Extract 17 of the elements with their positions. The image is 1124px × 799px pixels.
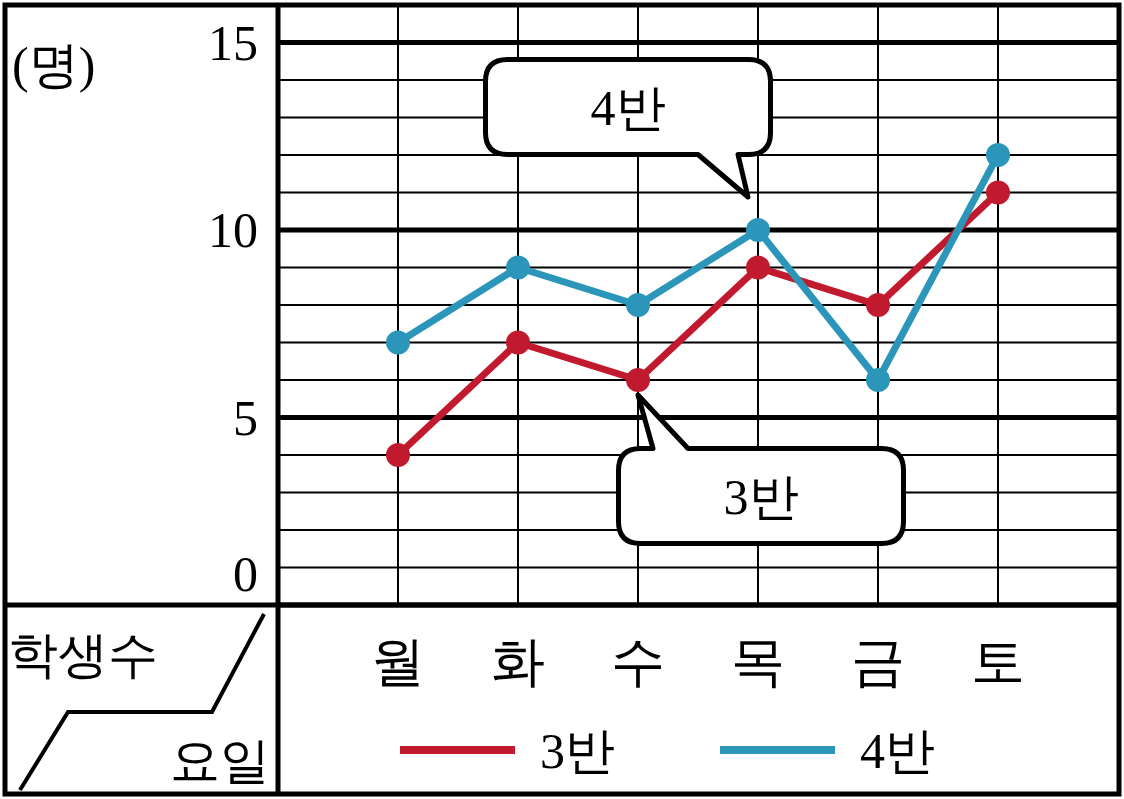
x-tick-label: 금	[851, 632, 905, 692]
legend-label: 3반	[540, 723, 615, 779]
annotation: 4반	[590, 80, 666, 136]
x-tick-label: 목	[731, 632, 785, 692]
x-axis-title: 요일	[170, 733, 270, 789]
y-tick-label: 5	[233, 389, 258, 446]
text: (명)	[12, 37, 96, 93]
y-tick-label: 0	[233, 546, 258, 602]
annotation: 3반	[723, 469, 799, 525]
x-tick-label: 화	[491, 632, 545, 692]
y-tick-label: 10	[208, 202, 258, 258]
x-tick-label: 토	[971, 632, 1025, 692]
x-tick-label: 월	[371, 632, 425, 692]
y-axis-title: 학생수	[8, 627, 158, 683]
y-tick-label: 15	[208, 14, 258, 71]
x-tick-label: 수	[611, 632, 665, 692]
legend-label: 4반	[860, 723, 935, 779]
